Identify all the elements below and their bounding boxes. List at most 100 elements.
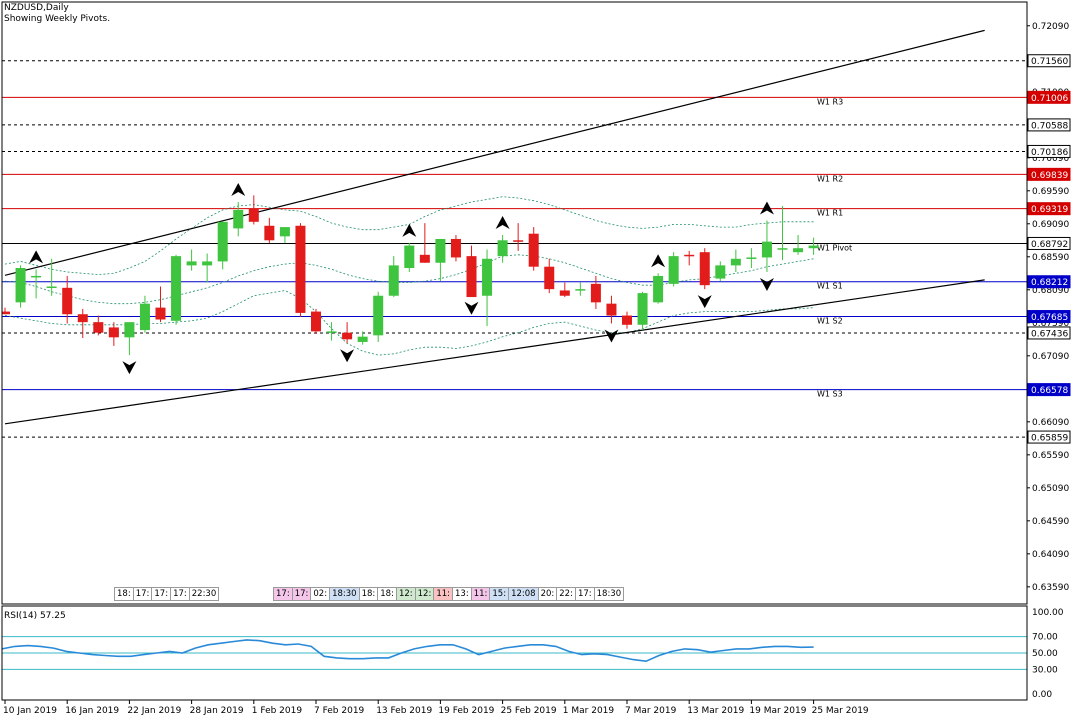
price-tag-label: 0.66578 [1031, 386, 1068, 396]
candle-body [715, 265, 726, 279]
y-tick-label: 0.67590 [1032, 319, 1069, 329]
candle-body [248, 208, 259, 222]
fractal-down-arrow [122, 361, 137, 375]
candle [668, 252, 679, 287]
candle-body [108, 327, 119, 338]
candle [264, 217, 275, 243]
candle [326, 322, 337, 341]
pivot-label: W1 S3 [817, 390, 843, 399]
candle-body [326, 331, 337, 333]
candle-body [217, 221, 228, 262]
candle-body [279, 227, 290, 237]
candle-body [559, 290, 570, 296]
candle-body [793, 248, 804, 253]
candle [295, 223, 306, 317]
candle-body [730, 258, 741, 266]
price-tag-box [1027, 90, 1071, 104]
price-tag-label: 0.69319 [1031, 205, 1068, 215]
price-tag-box [1027, 118, 1071, 132]
y-tick-label: 0.66090 [1032, 418, 1069, 428]
candle-body [171, 256, 182, 321]
fractal-up-arrow [231, 183, 246, 197]
candle [202, 253, 213, 283]
candle [404, 242, 415, 272]
pivot-label: W1 R2 [817, 174, 843, 183]
fractal-up-arrow [495, 216, 510, 230]
rsi-tick-label: 50.00 [1032, 649, 1058, 659]
candle-body [606, 303, 617, 316]
rsi-panel [1, 636, 1027, 670]
rsi-frame [1, 605, 1028, 701]
x-tick-label: 16 Jan 2019 [65, 706, 119, 716]
candle [108, 322, 119, 346]
time-tag: 18: [358, 587, 379, 601]
y-tick-label: 0.68090 [1032, 286, 1069, 296]
candle-body [746, 257, 757, 259]
time-tag: 22: [556, 587, 576, 601]
y-tick-label: 0.69090 [1032, 220, 1069, 230]
rsi-tick-label: 0.00 [1032, 690, 1052, 700]
candle [155, 286, 166, 323]
price-tag-box [1027, 326, 1071, 340]
candle-body [777, 248, 788, 250]
x-tick-label: 19 Mar 2019 [749, 706, 806, 716]
fractal-down-arrow [464, 301, 479, 315]
candle [217, 221, 228, 270]
x-tick-label: 25 Feb 2019 [501, 706, 557, 716]
time-tags-mid: 17: 17: 02: 18:30 18: 18: 12: 12: 11: 13: 11: 15: 12… [273, 587, 625, 601]
price-tag-label: 0.67436 [1031, 329, 1068, 339]
candle [730, 249, 741, 272]
candle [466, 245, 477, 298]
candle [171, 254, 182, 325]
price-frame [1, 1, 1028, 605]
time-tag: 22:30 [188, 587, 220, 601]
time-tag: 17: [132, 587, 153, 601]
price-panel: W1 R3 W1 R2 W1 R1 W1 Pivot W1 S1 W1 S2 W1 S3 [2, 29, 1027, 438]
candle [279, 227, 290, 243]
candle [388, 256, 399, 298]
y-tick-label: 0.72090 [1032, 22, 1069, 32]
candle [186, 249, 197, 271]
candle [606, 295, 617, 324]
y-tick-label: 0.68590 [1032, 253, 1069, 263]
rsi-label: RSI(14) 57.25 [4, 611, 66, 621]
candle-body [808, 245, 819, 249]
fractal-up-arrow [651, 254, 666, 268]
price-tag-label: 0.65859 [1031, 434, 1068, 444]
candle [31, 269, 42, 299]
candle [77, 308, 88, 338]
time-tag: 11: [470, 587, 491, 601]
x-tick-label: 1 Feb 2019 [252, 706, 303, 716]
candle-body [435, 238, 446, 263]
candle [233, 202, 244, 237]
candle-body [233, 209, 244, 229]
fractal-down-arrow [604, 329, 619, 343]
candle-body [2, 311, 10, 315]
candle-body [653, 275, 664, 303]
candle-body [513, 240, 524, 242]
candle-body [295, 225, 306, 313]
candle-body [575, 289, 586, 291]
candle-body [31, 275, 42, 278]
price-tag-box [1027, 144, 1071, 158]
candle [482, 249, 493, 327]
x-tick-label: 7 Mar 2019 [625, 706, 677, 716]
candle [124, 322, 135, 356]
candle [139, 295, 150, 333]
candle-body [15, 268, 26, 303]
candle-body [497, 240, 508, 257]
price-tag-box [1027, 383, 1071, 397]
rsi-tick-label: 70.00 [1032, 633, 1058, 643]
y-tick-label: 0.63590 [1032, 583, 1069, 593]
candle-body [684, 254, 695, 257]
time-tag: 13: [452, 587, 472, 601]
candle [248, 195, 259, 225]
candle [419, 223, 430, 263]
candle-body [124, 322, 135, 338]
candle [342, 322, 353, 344]
candle-body [186, 261, 197, 266]
candle [637, 291, 648, 331]
pivot-label: W1 R1 [817, 209, 843, 218]
x-tick-label: 19 Feb 2019 [438, 706, 494, 716]
time-tag: 12: [395, 587, 416, 601]
